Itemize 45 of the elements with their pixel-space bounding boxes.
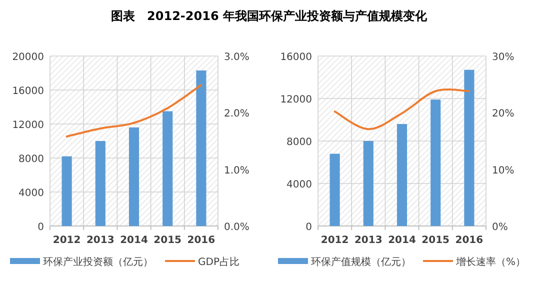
y2-tick-label: 2.0% [224,108,250,120]
y-tick-label: 4000 [18,188,44,199]
y2-tick-label: 3.0% [224,52,250,63]
bar [128,127,140,226]
x-tick-label: 2014 [388,235,416,246]
y-tick-label: 4000 [286,180,312,190]
y-tick-label: 0 [38,222,44,233]
x-tick-label: 2012 [52,235,81,246]
y-tick-label: 8000 [18,154,44,165]
y2-tick-label: 30% [492,52,514,63]
bar [396,124,408,226]
x-tick-label: 2012 [320,235,349,246]
y-tick-label: 16000 [280,52,312,63]
bar [430,100,441,226]
bar [196,70,206,226]
legend-label: GDP占比 [198,256,240,268]
y2-tick-label: 0.0% [224,222,250,233]
x-tick-label: 2015 [154,235,182,246]
x-tick-label: 2013 [354,235,382,246]
legend-label: 增长速率（%） [455,256,526,268]
y-tick-label: 16000 [12,86,44,97]
x-tick-label: 2015 [422,235,450,246]
legend-label: 环保产值规模（亿元） [311,256,411,268]
y-tick-label: 0 [306,222,312,233]
x-tick-label: 2016 [187,235,216,246]
bar [95,141,106,226]
y-tick-label: 8000 [286,137,312,148]
legend-label: 环保产业投资额（亿元） [43,256,153,268]
y-tick-label: 12000 [280,94,312,106]
y2-tick-label: 10% [492,165,514,176]
y-tick-label: 12000 [12,120,44,131]
x-tick-label: 2016 [455,235,484,246]
text: 图表 2012-2016 年我国环保产业投资额与产值规模变化 [111,9,428,23]
y-tick-label: 20000 [12,52,44,63]
y2-tick-label: 1.0% [224,165,250,176]
x-tick-label: 2013 [86,235,114,246]
bar [330,154,340,226]
y2-tick-label: 0% [492,222,508,233]
bar [464,70,474,226]
y2-tick-label: 20% [492,108,514,120]
bar [363,141,374,226]
bar [162,111,173,226]
bar [62,156,72,226]
x-tick-label: 2014 [120,235,148,246]
line-series [66,84,202,138]
